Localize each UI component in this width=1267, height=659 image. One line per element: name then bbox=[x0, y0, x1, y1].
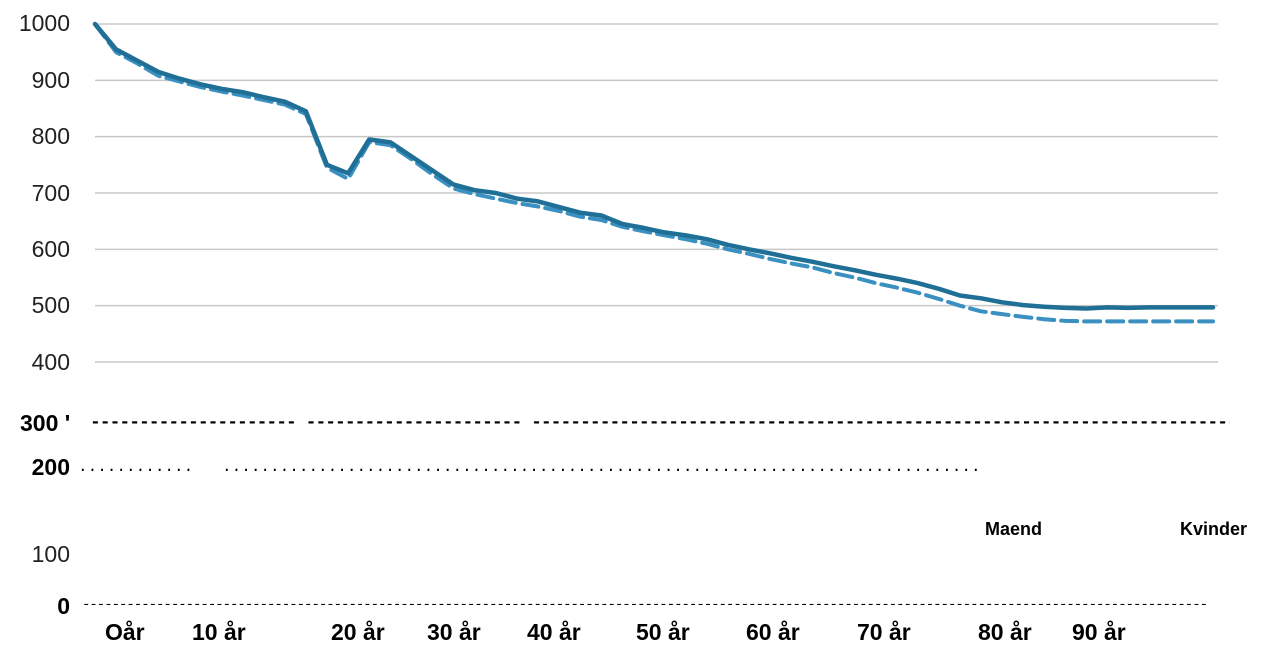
x-tick-label: 20 år bbox=[331, 619, 385, 645]
y-tick-label: 0 bbox=[57, 593, 70, 619]
legend-label-maend: Maend bbox=[985, 519, 1043, 539]
x-tick-label: 50 år bbox=[636, 619, 690, 645]
y-tick-label: 100 bbox=[31, 541, 70, 567]
x-tick-label: 70 år bbox=[857, 619, 911, 645]
y-tick-label: 700 bbox=[31, 180, 70, 206]
y-tick-label: 600 bbox=[31, 236, 70, 262]
dashed-rule-300: --------------------- ------------------… bbox=[90, 413, 1230, 433]
series-line-kvinder bbox=[93, 22, 1215, 324]
y-tick-label: 200 bbox=[31, 454, 70, 480]
x-tick-label: 30 år bbox=[427, 619, 481, 645]
gridlines bbox=[95, 23, 1218, 363]
y-tick-label: 900 bbox=[31, 67, 70, 93]
y-tick-label: 300 ' bbox=[20, 410, 71, 436]
y-tick-label: 800 bbox=[31, 123, 70, 149]
x-tick-label: 90 år bbox=[1072, 619, 1126, 645]
x-tick-label: 10 år bbox=[192, 619, 246, 645]
dashed-rule-0: ----------------------------------------… bbox=[82, 597, 1207, 613]
series-lines bbox=[92, 21, 1216, 324]
x-tick-label: 80 år bbox=[978, 619, 1032, 645]
y-tick-label: 400 bbox=[31, 349, 70, 375]
legend-label-kvinder: Kvinder bbox=[1180, 519, 1248, 539]
series-line-maend bbox=[92, 21, 1216, 311]
x-tick-label: 40 år bbox=[527, 619, 581, 645]
x-tick-label: Oår bbox=[105, 619, 145, 645]
y-tick-label: 1000 bbox=[18, 10, 70, 36]
y-tick-label: 500 bbox=[31, 292, 70, 318]
x-tick-label: 60 år bbox=[746, 619, 800, 645]
dotted-rule-200: ............ ...........................… bbox=[78, 458, 978, 476]
